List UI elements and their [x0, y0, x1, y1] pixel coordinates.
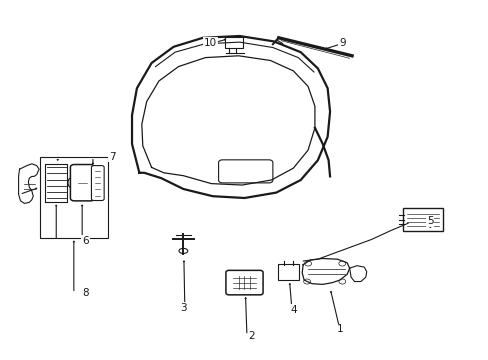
FancyBboxPatch shape — [91, 166, 104, 201]
FancyBboxPatch shape — [278, 264, 298, 280]
Text: 8: 8 — [82, 288, 89, 298]
Ellipse shape — [179, 248, 187, 253]
Text: 4: 4 — [289, 305, 296, 315]
Bar — [224, 37, 242, 48]
Text: 10: 10 — [203, 38, 216, 48]
Text: 6: 6 — [82, 236, 89, 246]
Text: 3: 3 — [180, 303, 186, 313]
FancyBboxPatch shape — [402, 208, 442, 231]
Text: 7: 7 — [109, 152, 116, 162]
Text: 9: 9 — [338, 38, 345, 48]
FancyBboxPatch shape — [70, 165, 94, 201]
Text: 5: 5 — [426, 216, 433, 226]
Text: 1: 1 — [336, 324, 343, 334]
FancyBboxPatch shape — [218, 160, 272, 183]
FancyBboxPatch shape — [225, 270, 263, 295]
Ellipse shape — [68, 177, 77, 188]
Bar — [40, 157, 107, 238]
Text: 2: 2 — [248, 330, 255, 341]
